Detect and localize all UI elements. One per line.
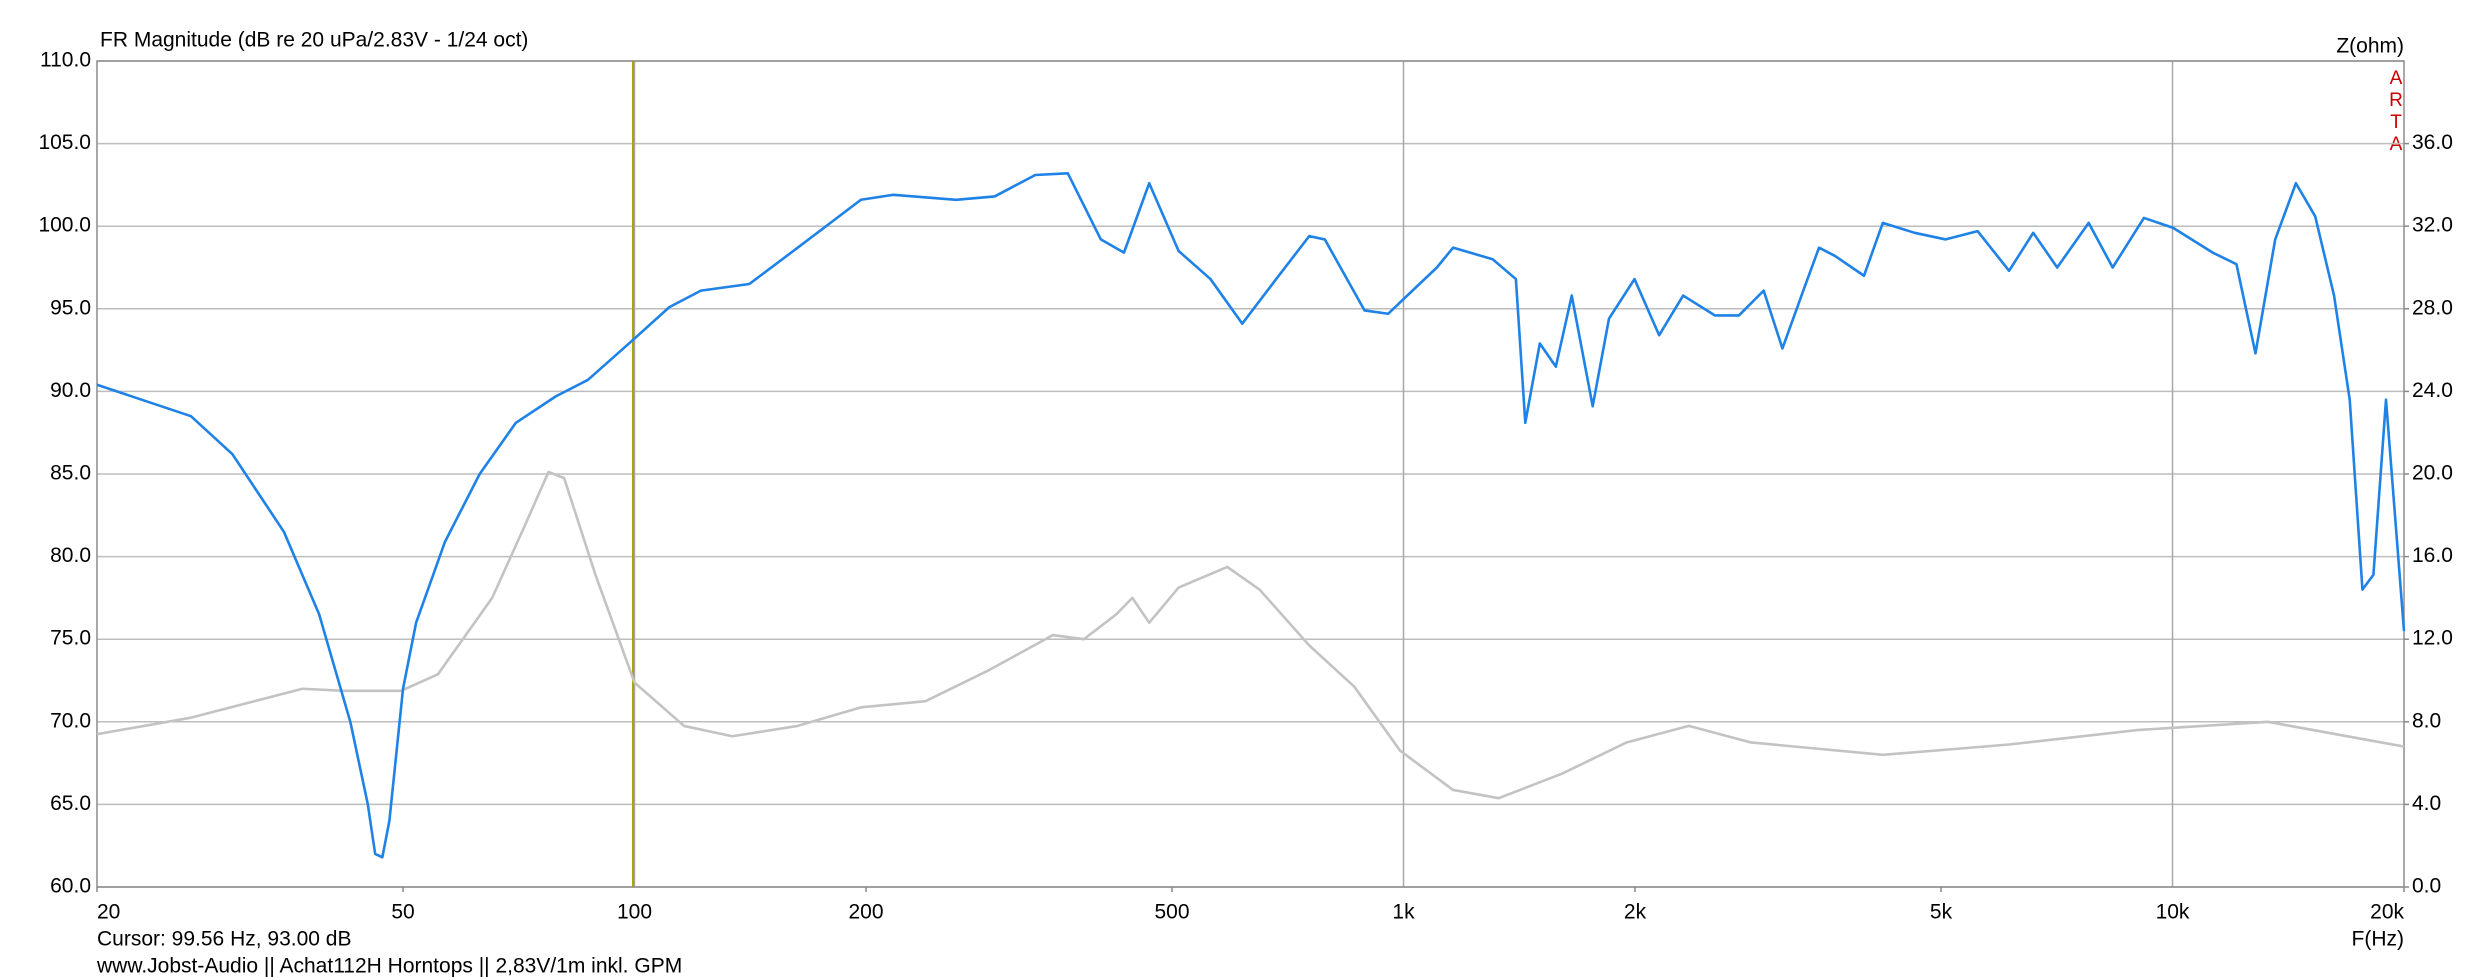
y-tick-label: 65.0	[50, 792, 91, 815]
y-tick-label: 85.0	[50, 462, 91, 485]
y2-tick-label: 36.0	[2412, 131, 2453, 154]
y2-tick-label: 8.0	[2412, 709, 2441, 732]
y-tick-label: 80.0	[50, 544, 91, 567]
y-tick-label: 75.0	[50, 627, 91, 650]
y2-tick-label: 24.0	[2412, 379, 2453, 402]
x-tick-label: 200	[848, 901, 883, 924]
y-tick-label: 70.0	[50, 709, 91, 732]
y2-tick-label: 12.0	[2412, 627, 2453, 650]
chart-title: FR Magnitude (dB re 20 uPa/2.83V - 1/24 …	[100, 29, 528, 52]
x-tick-label: 10k	[2156, 901, 2190, 924]
y2-tick-label: 4.0	[2412, 792, 2441, 815]
x-tick-label: 20	[97, 901, 120, 924]
data-line	[96, 172, 2406, 859]
y-tick-label: 90.0	[50, 379, 91, 402]
x-tick-label: 50	[391, 901, 414, 924]
x-tick-label: 5k	[1930, 901, 1953, 924]
watermark: ARTA	[2386, 68, 2407, 156]
y-tick-label: 110.0	[40, 49, 91, 72]
x-tick-label: 100	[617, 901, 652, 924]
y-tick-label: 95.0	[50, 296, 91, 319]
y2-tick-label: 28.0	[2412, 296, 2453, 319]
y-tick-label: 60.0	[50, 875, 91, 898]
x-tick-label: 20k	[2370, 901, 2404, 924]
y2-axis-label: Z(ohm)	[2336, 35, 2404, 58]
x-axis-label: F(Hz)	[2352, 928, 2404, 951]
y-tick-label: 105.0	[38, 131, 91, 154]
y2-tick-label: 32.0	[2412, 214, 2453, 237]
y2-tick-label: 20.0	[2412, 462, 2453, 485]
y2-tick-label: 0.0	[2412, 875, 2441, 898]
plot-frame	[96, 60, 2405, 888]
y2-tick-label: 16.0	[2412, 544, 2453, 567]
y-tick-label: 100.0	[38, 214, 91, 237]
x-tick-label: 1k	[1392, 901, 1415, 924]
data-line	[96, 470, 2405, 800]
x-tick-label: 2k	[1624, 901, 1647, 924]
cursor-readout: Cursor: 99.56 Hz, 93.00 dB	[97, 928, 351, 951]
x-tick-label: 500	[1154, 901, 1189, 924]
footer: www.Jobst-Audio || Achat112H Horntops ||…	[96, 955, 682, 978]
